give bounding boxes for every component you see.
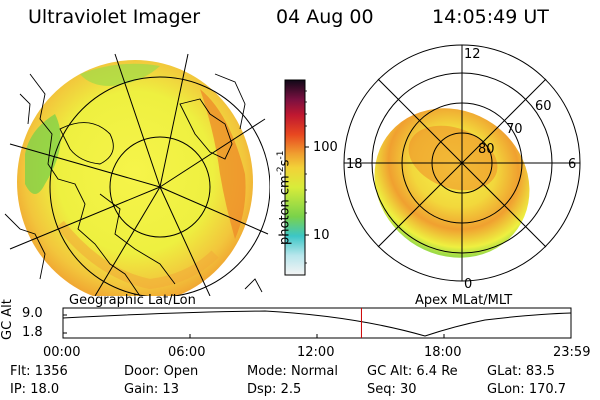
coastlines bbox=[4, 73, 263, 296]
info-flight: Flt: 1356 bbox=[10, 364, 68, 379]
aurora-glow-disk bbox=[17, 60, 253, 296]
info-dsp: Dsp: 2.5 bbox=[247, 382, 302, 397]
geographic-panel-label: Geographic Lat/Lon bbox=[69, 293, 196, 308]
colorbar-unit-label: photon cm-2s-1 bbox=[276, 150, 293, 245]
magnetic-polar-image: 12 18 6 0 60 70 80 bbox=[343, 44, 581, 292]
lat-label-80: 80 bbox=[478, 142, 495, 157]
alt-plot-ymax: 9.0 bbox=[22, 306, 43, 321]
info-glat: GLat: 83.5 bbox=[487, 364, 555, 379]
info-gain: Gain: 13 bbox=[124, 382, 179, 397]
mlt-label-12: 12 bbox=[464, 47, 481, 62]
info-ip: IP: 18.0 bbox=[10, 382, 60, 397]
info-glon: GLon: 170.7 bbox=[487, 382, 567, 397]
alt-plot-ymin: 1.8 bbox=[22, 325, 43, 340]
altitude-plot bbox=[62, 307, 572, 339]
time-label: 14:05:49 UT bbox=[432, 6, 549, 28]
info-door: Door: Open bbox=[124, 364, 199, 379]
alt-plot-ylabel: GC Alt bbox=[0, 299, 15, 340]
mlt-label-18: 18 bbox=[346, 157, 363, 172]
aurora-green-edge-top bbox=[80, 63, 160, 86]
polar-grid bbox=[343, 44, 581, 282]
mlt-label-6: 6 bbox=[568, 157, 576, 172]
alt-xtick-2: 12:00 bbox=[297, 345, 335, 360]
aurora-orange-edge-right bbox=[200, 89, 246, 239]
info-gc-alt: GC Alt: 6.4 Re bbox=[367, 364, 458, 379]
alt-xtick-0: 00:00 bbox=[43, 345, 81, 360]
instrument-title: Ultraviolet Imager bbox=[28, 6, 201, 28]
color-scale-bar bbox=[284, 79, 309, 276]
color-scale-gradient bbox=[284, 79, 306, 276]
lat-lon-grid bbox=[9, 53, 270, 296]
geographic-aurora-image bbox=[4, 53, 270, 296]
colorbar-tick-10: 10 bbox=[313, 228, 330, 243]
mlt-label-0: 0 bbox=[464, 277, 472, 292]
colorbar-tick-100: 100 bbox=[313, 140, 338, 155]
date-label: 04 Aug 00 bbox=[276, 6, 374, 28]
alt-xtick-1: 06:00 bbox=[168, 345, 206, 360]
alt-xtick-3: 18:00 bbox=[424, 345, 462, 360]
altitude-curve bbox=[62, 310, 572, 337]
info-seq: Seq: 30 bbox=[367, 382, 417, 397]
magnetic-panel-label: Apex MLat/MLT bbox=[415, 293, 513, 308]
alt-xtick-4: 23:59 bbox=[553, 345, 591, 360]
info-mode: Mode: Normal bbox=[247, 364, 338, 379]
lat-label-60: 60 bbox=[535, 99, 552, 114]
lat-label-70: 70 bbox=[506, 122, 523, 137]
altitude-plot-frame bbox=[62, 307, 572, 339]
